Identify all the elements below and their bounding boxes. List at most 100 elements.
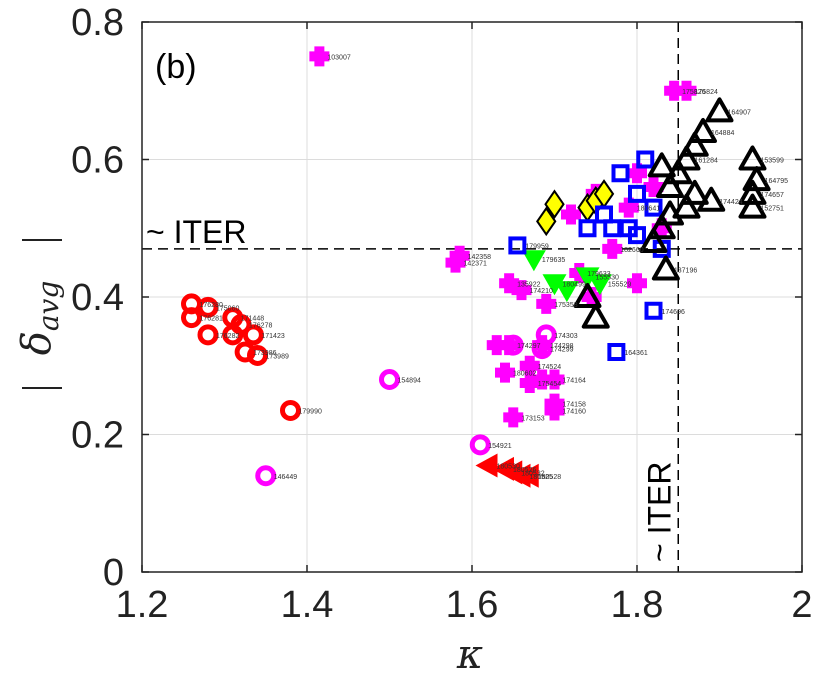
circle-marker (502, 334, 524, 356)
plus-marker (544, 369, 565, 390)
plus-marker (536, 293, 557, 314)
y-tick-label: 0.4 (71, 277, 124, 319)
circle-marker (531, 338, 553, 360)
triangle-up-marker (738, 193, 767, 219)
point-label: 142358 (468, 254, 491, 261)
point-label: 174303 (554, 333, 577, 340)
iter-horizontal-label: ~ ITER (146, 214, 246, 250)
point-label: 174524 (538, 364, 561, 371)
triangle-left-marker (516, 463, 539, 488)
square-marker (636, 150, 655, 169)
point-label: 174158 (563, 402, 586, 409)
x-axis-title: κ (456, 632, 483, 678)
point-label: 164907 (728, 109, 751, 116)
point-label: 179635 (542, 257, 565, 264)
triangle-up-marker (738, 145, 767, 171)
point-label: 179633 (587, 271, 610, 278)
point-label: 180528 (538, 474, 561, 481)
y-tick-label: 0.2 (71, 415, 124, 457)
point-label: 174297 (517, 343, 540, 350)
iter-vertical-label: ~ ITER (641, 462, 677, 562)
triangle-up-marker (656, 200, 684, 226)
point-label: 174210 (530, 288, 553, 295)
x-tick-label: 1.8 (611, 584, 664, 626)
y-axis-title: δavg (14, 239, 65, 389)
point-label: 152751 (761, 206, 784, 213)
circle-marker (280, 399, 301, 421)
square-marker (644, 301, 663, 320)
point-label: 135922 (517, 281, 540, 288)
circle-marker (247, 344, 268, 366)
panel-label: (b) (155, 48, 197, 86)
point-label: 179990 (299, 408, 322, 415)
circle-marker (255, 465, 277, 487)
point-label: 154894 (398, 378, 421, 385)
x-tick-label: 1.4 (281, 584, 334, 626)
triangle-up-marker (689, 118, 717, 143)
point-label: 174657 (761, 192, 784, 199)
point-label: 176280 (200, 302, 223, 309)
point-label: 153599 (761, 158, 784, 165)
triangle-up-marker (651, 255, 680, 281)
point-label: 171448 (241, 316, 264, 323)
triangle-down-marker (587, 274, 612, 296)
point-label: 180532 (521, 470, 544, 477)
triangle-down-marker (554, 281, 579, 303)
grid (141, 21, 803, 573)
point-label: 173986 (253, 350, 276, 357)
plus-marker (676, 80, 697, 101)
circle-marker (222, 324, 244, 346)
point-label: 161284 (695, 158, 718, 165)
reference-lines (142, 22, 802, 572)
point-label: 173153 (521, 415, 544, 422)
point-label: 180525 (530, 474, 553, 481)
point-label: 155530 (596, 274, 619, 281)
data-points (181, 46, 771, 488)
triangle-up-marker (705, 97, 734, 123)
point-label: 174424 (719, 199, 742, 206)
square-marker (578, 219, 597, 238)
square-marker (611, 164, 630, 183)
point-label: 164884 (711, 130, 734, 137)
point-label: 154921 (488, 443, 511, 450)
plus-marker (495, 362, 515, 383)
point-label: 176278 (249, 323, 272, 330)
triangle-up-marker (647, 152, 676, 178)
plus-marker (519, 355, 540, 376)
point-label: 142371 (464, 261, 487, 268)
circle-marker (197, 296, 219, 318)
point-label: 174298 (550, 343, 573, 350)
triangle-up-marker (738, 179, 767, 205)
triangle-left-marker (475, 453, 498, 478)
triangle-up-marker (581, 303, 610, 329)
point-label: 180526 (513, 467, 536, 474)
point-label: 180499 (563, 281, 586, 288)
plus-marker (627, 273, 647, 294)
point-label: 164361 (624, 350, 647, 357)
point-label: 175358 (554, 302, 577, 309)
point-label: 171423 (261, 333, 284, 340)
square-marker (644, 198, 663, 217)
square-marker (603, 219, 622, 238)
triangle-up-marker (672, 193, 701, 219)
point-label: 175060 (216, 305, 239, 312)
point-label: 103007 (327, 54, 350, 61)
y-axis-title-subscript: avg (32, 281, 65, 331)
triangle-up-marker (672, 145, 701, 171)
point-label: 174160 (563, 408, 586, 415)
circle-marker (242, 324, 264, 346)
plus-marker (445, 252, 466, 273)
circle-marker (469, 434, 491, 456)
square-marker (508, 236, 527, 255)
circle-marker (181, 307, 202, 329)
point-label: 155529 (608, 281, 631, 288)
x-tick-label: 2 (791, 584, 812, 626)
triangle-down-marker (575, 267, 600, 289)
y-tick-label: 0 (103, 552, 124, 594)
square-marker (628, 184, 646, 203)
triangle-up-marker (656, 173, 684, 198)
plus-marker (511, 280, 532, 301)
triangle-down-marker (521, 250, 546, 272)
